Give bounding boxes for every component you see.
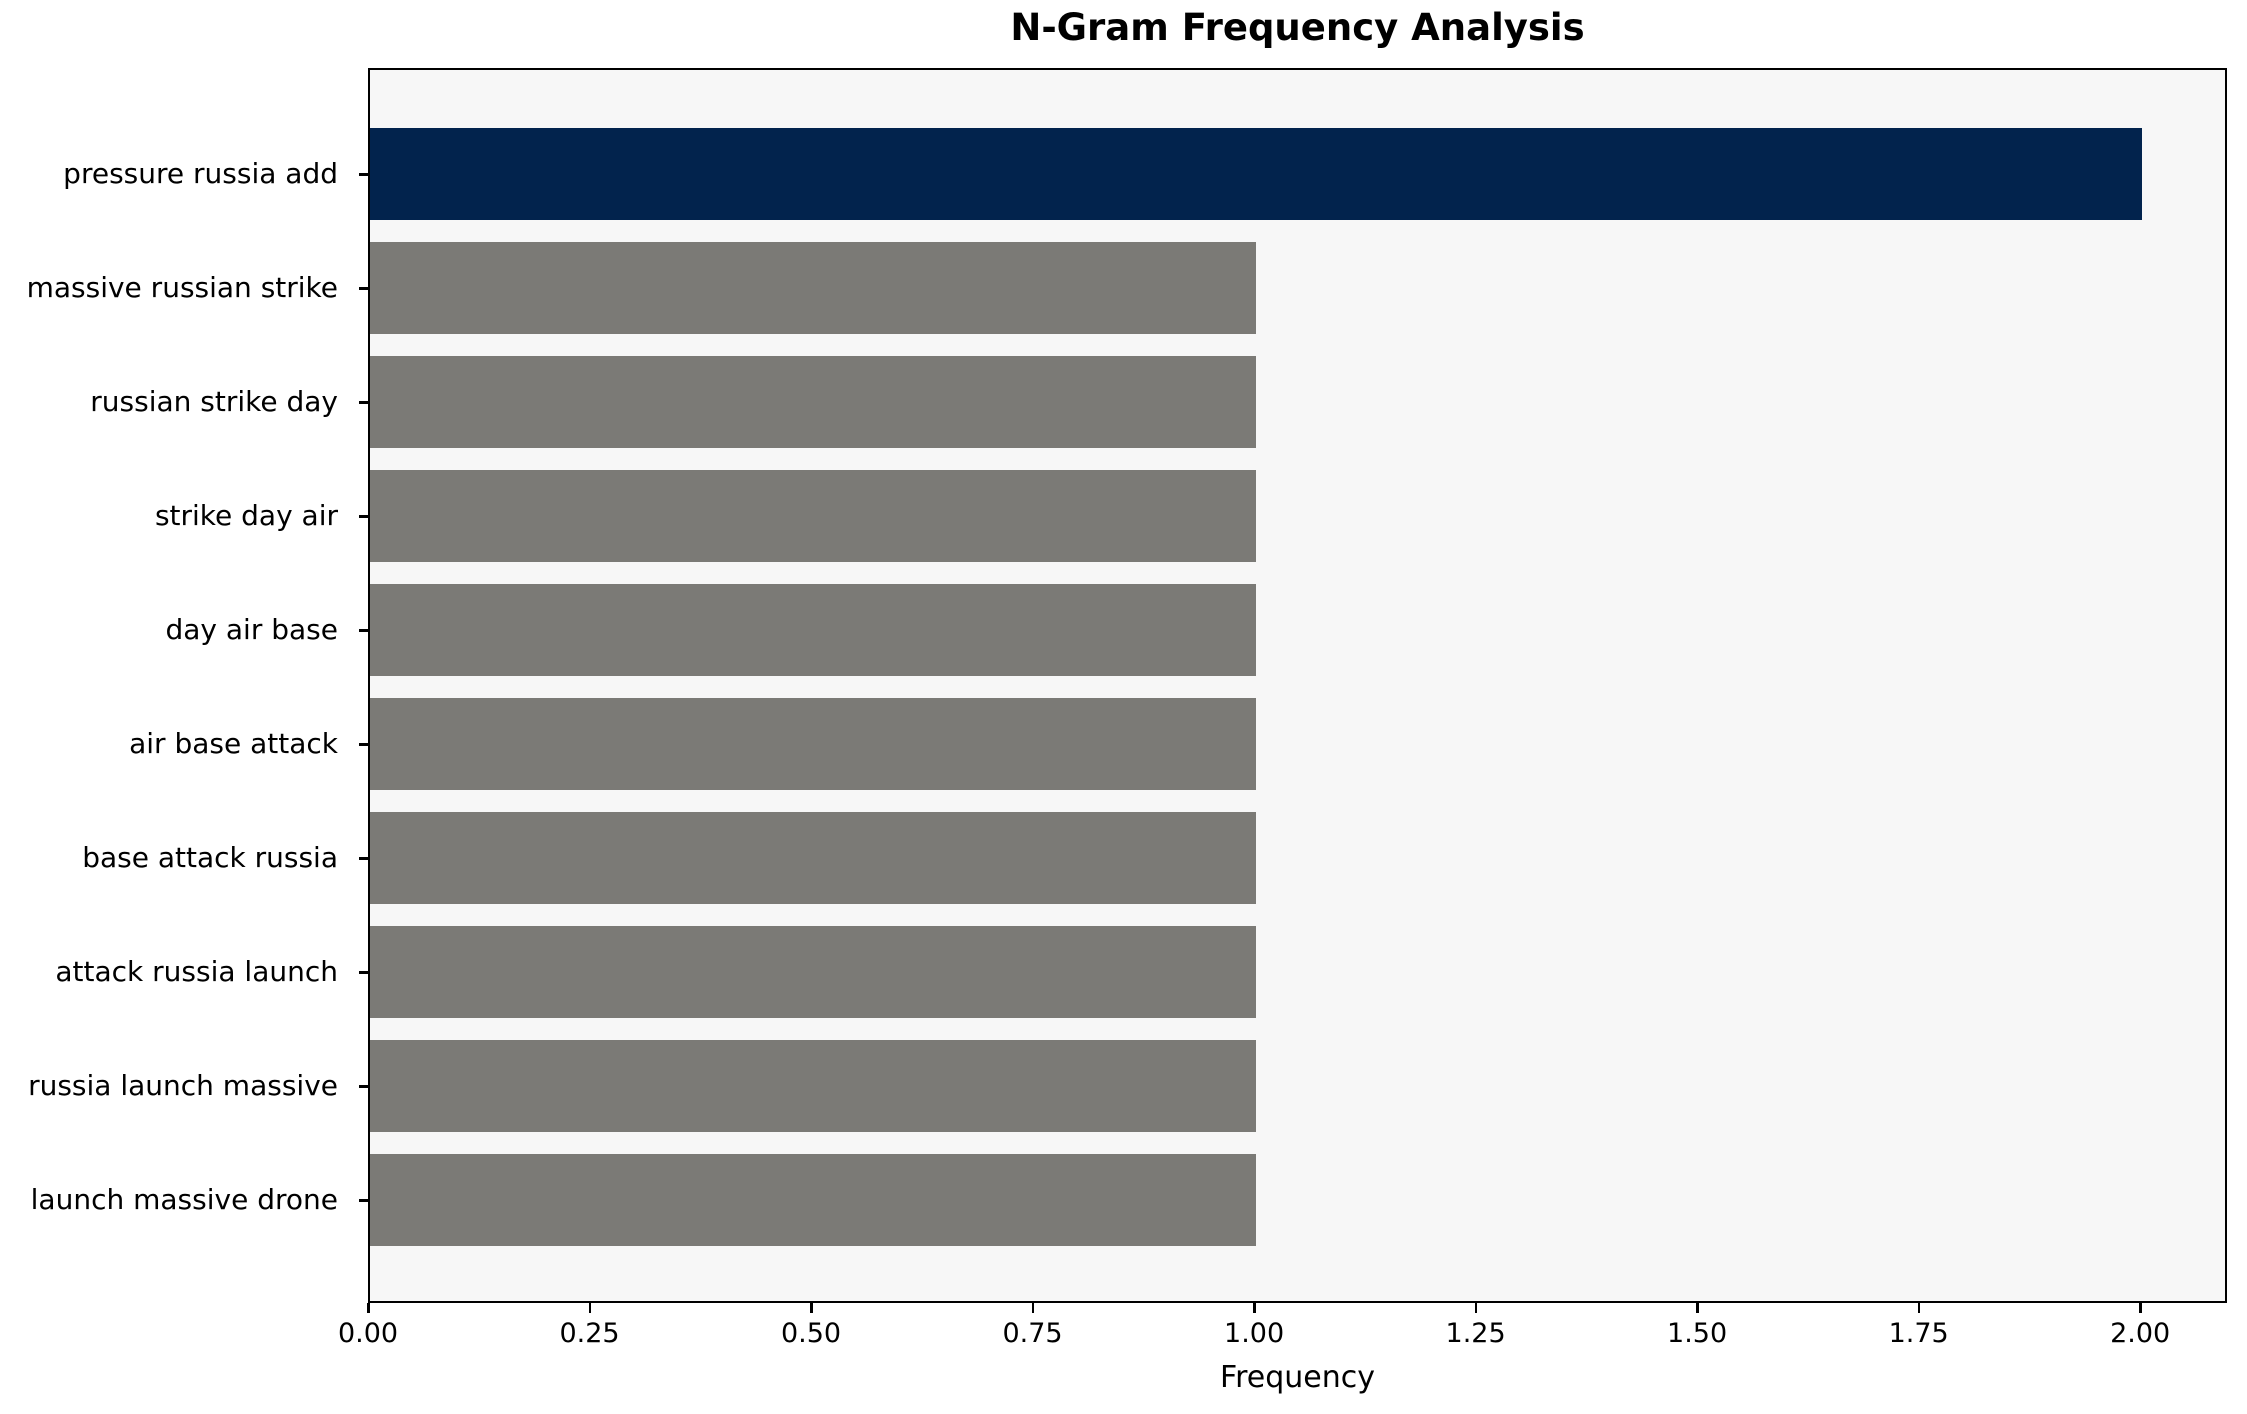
y-tick-mark bbox=[359, 1085, 368, 1088]
y-tick-mark bbox=[359, 629, 368, 632]
chart-title: N-Gram Frequency Analysis bbox=[1010, 6, 1585, 49]
x-tick-label: 0.75 bbox=[1002, 1318, 1063, 1349]
x-tick-label: 1.00 bbox=[1224, 1318, 1285, 1349]
y-tick-label: launch massive drone bbox=[30, 1183, 338, 1216]
x-tick-mark bbox=[367, 1303, 370, 1313]
bar-russia-launch-massive bbox=[370, 1039, 1257, 1132]
bar-air-base-attack bbox=[370, 697, 1257, 790]
bar-attack-russia-launch bbox=[370, 925, 1257, 1018]
y-tick-label: russian strike day bbox=[90, 385, 338, 418]
x-tick-label: 0.25 bbox=[559, 1318, 620, 1349]
x-tick-label: 0.50 bbox=[780, 1318, 842, 1349]
plot-area bbox=[368, 68, 2227, 1303]
y-tick-label: russia launch massive bbox=[28, 1069, 338, 1102]
bar-pressure-russia-add bbox=[370, 127, 2143, 220]
y-tick-label: strike day air bbox=[154, 499, 338, 532]
bar-russian-strike-day bbox=[370, 355, 1257, 448]
x-tick-mark bbox=[1253, 1303, 1256, 1313]
bar-strike-day-air bbox=[370, 469, 1257, 562]
x-tick-mark bbox=[1474, 1303, 1478, 1313]
bar-base-attack-russia bbox=[370, 811, 1257, 904]
x-tick-mark bbox=[1031, 1303, 1035, 1313]
x-tick-mark bbox=[1696, 1303, 1699, 1313]
y-tick-label: attack russia launch bbox=[55, 955, 338, 988]
y-tick-mark bbox=[359, 743, 368, 746]
x-tick-label: 1.25 bbox=[1445, 1318, 1506, 1349]
y-tick-mark bbox=[359, 173, 368, 176]
x-tick-label: 2.00 bbox=[2110, 1318, 2171, 1349]
y-tick-mark bbox=[359, 515, 368, 518]
x-tick-label: 0.00 bbox=[337, 1318, 399, 1349]
bar-day-air-base bbox=[370, 583, 1257, 676]
y-tick-label: day air base bbox=[165, 613, 339, 646]
x-axis-label: Frequency bbox=[1220, 1360, 1375, 1395]
x-tick-mark bbox=[810, 1303, 813, 1313]
y-tick-label: pressure russia add bbox=[63, 157, 338, 190]
y-tick-mark bbox=[359, 857, 368, 860]
bar-launch-massive-drone bbox=[370, 1153, 1257, 1246]
x-tick-label: 1.50 bbox=[1667, 1318, 1728, 1349]
bar-massive-russian-strike bbox=[370, 241, 1257, 334]
x-tick-label: 1.75 bbox=[1888, 1318, 1949, 1349]
y-tick-mark bbox=[359, 401, 368, 404]
y-tick-mark bbox=[359, 287, 368, 290]
y-tick-label: air base attack bbox=[129, 727, 338, 760]
y-tick-label: base attack russia bbox=[82, 841, 338, 874]
x-tick-mark bbox=[588, 1303, 592, 1313]
x-tick-mark bbox=[1917, 1303, 1921, 1313]
y-tick-mark bbox=[359, 971, 368, 974]
y-axis-labels: pressure russia add massive russian strik… bbox=[0, 68, 352, 1303]
x-tick-mark bbox=[2139, 1303, 2142, 1313]
y-tick-mark bbox=[359, 1199, 368, 1202]
y-tick-label: massive russian strike bbox=[26, 271, 338, 304]
